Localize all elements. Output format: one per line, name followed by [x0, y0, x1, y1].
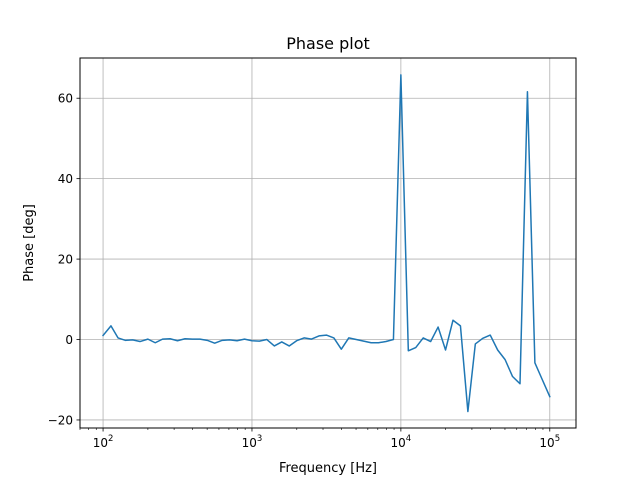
x-tick-label: 105 — [539, 434, 560, 450]
y-tick-label: 0 — [65, 333, 73, 347]
x-tick-label-exponent: 3 — [257, 434, 262, 444]
axes-frame — [79, 57, 577, 429]
y-tick-label: 40 — [58, 172, 73, 186]
x-axis-ticks: 102 103 104 105 — [79, 428, 560, 450]
x-tick-label: 104 — [391, 434, 412, 450]
x-tick-label-exponent: 4 — [406, 434, 411, 444]
y-tick-label: 60 — [58, 92, 73, 106]
x-tick-label-base: 10 — [93, 436, 108, 450]
x-tick-label: 103 — [242, 434, 263, 450]
y-axis-label: Phase [deg] — [22, 204, 37, 282]
y-tick-label: 20 — [58, 253, 73, 267]
x-tick-label: 102 — [93, 434, 114, 450]
x-axis-label: Frequency [Hz] — [279, 461, 377, 476]
x-tick-label-base: 10 — [242, 436, 257, 450]
chart-title: Phase plot — [286, 34, 370, 53]
x-tick-label-base: 10 — [539, 436, 554, 450]
x-tick-label-exponent: 2 — [108, 434, 113, 444]
phase-series-line — [102, 74, 551, 413]
y-axis-ticks: −20 0 20 40 60 — [48, 92, 80, 427]
series-layer — [102, 74, 551, 413]
x-tick-label-exponent: 5 — [555, 434, 560, 444]
y-tick-label: −20 — [48, 413, 73, 427]
x-tick-label-base: 10 — [391, 436, 406, 450]
